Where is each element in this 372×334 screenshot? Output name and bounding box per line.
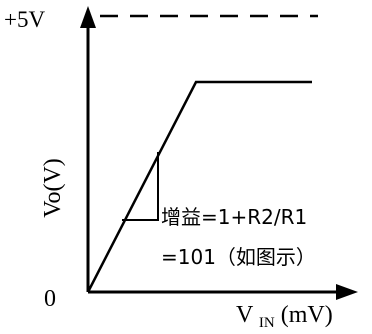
transfer-curve	[86, 80, 312, 293]
y-axis-arrowhead	[80, 6, 96, 28]
x-axis-label-main: V	[236, 302, 254, 328]
x-axis-arrowhead	[336, 284, 358, 300]
gain-slope-triangle	[122, 152, 159, 221]
gain-value-label: =101（如图示）	[161, 245, 316, 269]
y-axis-label: Vo(V)	[40, 158, 66, 218]
gain-formula-label: 增益=1+R2/R1	[161, 205, 307, 229]
x-axis-label: V IN (mV)	[236, 302, 333, 333]
origin-label: 0	[44, 286, 56, 312]
x-axis-label-subscript: IN	[259, 315, 275, 331]
x-axis-label-unit: (mV)	[281, 302, 333, 328]
supply-voltage-label: +5V	[4, 7, 45, 32]
